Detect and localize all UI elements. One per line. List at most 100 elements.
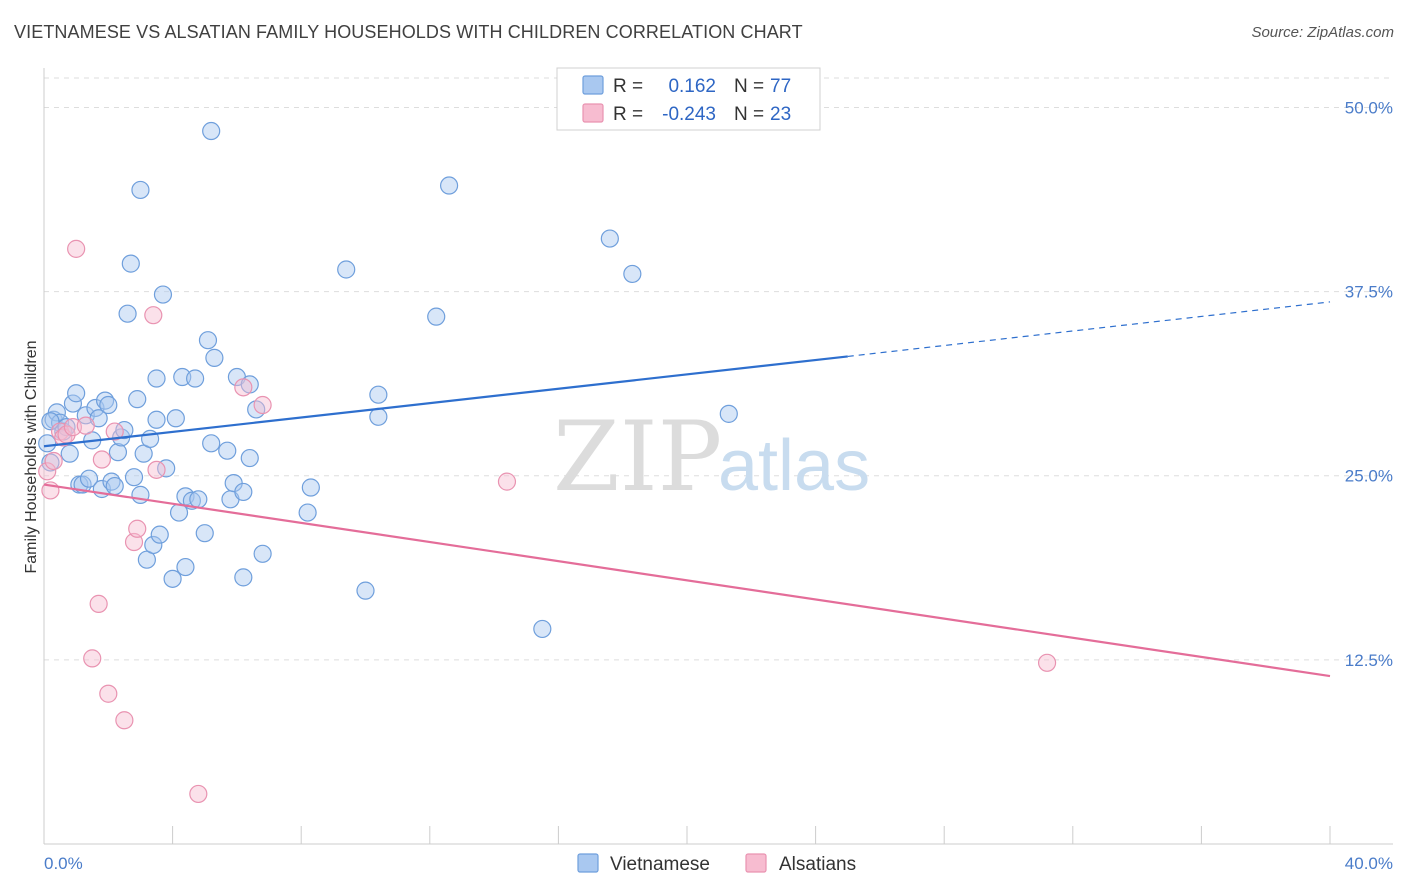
alsatian-point-17 bbox=[144, 306, 163, 325]
vietnamese-point-36 bbox=[147, 369, 166, 388]
vietnamese-point-21 bbox=[105, 476, 124, 496]
vietnamese-point-7 bbox=[60, 444, 79, 463]
legend-swatch-vietnamese bbox=[582, 75, 604, 95]
alsatian-point-7 bbox=[67, 239, 86, 258]
bottom-legend-label-alsatians: Alsatians bbox=[779, 854, 856, 875]
alsatian-point-14 bbox=[115, 711, 134, 730]
vietnamese-point-68 bbox=[369, 385, 388, 404]
vietnamese-point-13 bbox=[79, 469, 99, 488]
chart-source: Source: ZipAtlas.com bbox=[1251, 24, 1394, 41]
vietnamese-point-48 bbox=[189, 490, 208, 509]
alsatian-point-12 bbox=[99, 684, 118, 703]
vietnamese-point-75 bbox=[719, 404, 738, 423]
alsatian-trend-line bbox=[43, 483, 1331, 678]
legend-r-label-1: R = bbox=[613, 104, 643, 125]
y-tick-label-2: 37.5% bbox=[1345, 283, 1393, 302]
vietnamese-point-64 bbox=[298, 503, 317, 522]
vietnamese-point-47 bbox=[186, 369, 205, 388]
watermark-atlas: atlas bbox=[718, 426, 870, 506]
vietnamese-point-71 bbox=[439, 176, 459, 195]
legend-swatch-alsatians bbox=[582, 103, 604, 123]
bottom-legend-swatch-alsatians bbox=[745, 853, 767, 873]
vietnamese-point-35 bbox=[147, 410, 166, 429]
vietnamese-point-70 bbox=[427, 307, 446, 326]
bottom-legend: Vietnamese Alsatians bbox=[577, 853, 856, 875]
vietnamese-point-66 bbox=[337, 260, 356, 279]
vietnamese-point-39 bbox=[157, 459, 176, 478]
vietnamese-point-38 bbox=[153, 285, 173, 304]
vietnamese-point-54 bbox=[218, 441, 237, 460]
y-tick-label-3: 50.0% bbox=[1345, 98, 1393, 117]
trend-lines bbox=[43, 301, 1331, 678]
alsatian-point-9 bbox=[83, 649, 102, 668]
y-tick-label-0: 12.5% bbox=[1345, 651, 1393, 670]
alsatian-point-10 bbox=[89, 594, 108, 613]
vietnamese-point-26 bbox=[121, 254, 140, 273]
y-tick-label-1: 25.0% bbox=[1345, 467, 1393, 486]
x-tick-label-min: 0.0% bbox=[44, 854, 83, 873]
vietnamese-point-40 bbox=[163, 569, 182, 588]
bottom-legend-swatch-vietnamese bbox=[577, 853, 599, 873]
vietnamese-trend-line bbox=[43, 355, 848, 448]
legend-r-value-0: 0.162 bbox=[668, 76, 716, 97]
vietnamese-point-59 bbox=[234, 568, 253, 587]
vietnamese-point-53 bbox=[205, 348, 224, 367]
watermark-zip: ZIP bbox=[553, 401, 722, 513]
vietnamese-point-25 bbox=[118, 304, 137, 323]
vietnamese-point-0 bbox=[38, 434, 57, 453]
vietnamese-point-8 bbox=[63, 394, 83, 413]
vietnamese-point-72 bbox=[533, 619, 552, 639]
vietnamese-point-73 bbox=[600, 229, 619, 248]
alsatian-point-2 bbox=[44, 451, 63, 471]
vietnamese-point-19 bbox=[99, 395, 118, 415]
legend-n-value-1: 23 bbox=[770, 104, 791, 125]
alsatian-point-23 bbox=[1037, 653, 1057, 672]
chart-title: VIETNAMESE VS ALSATIAN FAMILY HOUSEHOLDS… bbox=[14, 22, 803, 42]
vietnamese-point-67 bbox=[356, 581, 375, 600]
vietnamese-point-63 bbox=[253, 544, 272, 563]
vietnamese-trend-extension bbox=[847, 301, 1331, 358]
vietnamese-point-74 bbox=[623, 264, 642, 284]
vietnamese-point-37 bbox=[150, 525, 169, 544]
vietnamese-point-49 bbox=[195, 524, 214, 543]
alsatian-point-8 bbox=[76, 416, 95, 435]
y-axis-label: Family Households with Children bbox=[23, 341, 40, 574]
vietnamese-point-9 bbox=[67, 384, 86, 403]
alsatian-point-22 bbox=[497, 472, 517, 491]
vietnamese-point-44 bbox=[176, 557, 195, 577]
alsatian-point-16 bbox=[128, 519, 147, 538]
y-tick-labels: 12.5% 25.0% 37.5% 50.0% bbox=[1345, 98, 1393, 669]
alsatian-point-18 bbox=[147, 460, 166, 479]
vietnamese-point-41 bbox=[166, 409, 185, 428]
vietnamese-point-60 bbox=[240, 448, 259, 468]
legend-n-label-1: N = bbox=[734, 104, 764, 125]
vietnamese-point-52 bbox=[202, 121, 221, 141]
alsatian-point-21 bbox=[253, 395, 272, 415]
alsatian-point-13 bbox=[105, 422, 124, 441]
axes bbox=[43, 68, 1393, 845]
vietnamese-point-27 bbox=[124, 468, 144, 487]
vietnamese-point-28 bbox=[128, 390, 147, 409]
vietnamese-point-22 bbox=[108, 443, 128, 462]
vietnamese-point-58 bbox=[234, 482, 253, 502]
bottom-legend-label-vietnamese: Vietnamese bbox=[610, 854, 710, 875]
alsatian-point-19 bbox=[189, 784, 208, 804]
alsatian-point-0 bbox=[38, 462, 57, 481]
vietnamese-point-51 bbox=[202, 434, 221, 453]
vietnamese-point-24 bbox=[115, 420, 134, 440]
legend-n-label-0: N = bbox=[734, 76, 764, 97]
legend-r-value-1: -0.243 bbox=[662, 104, 716, 125]
legend-r-label-0: R = bbox=[613, 76, 643, 97]
legend-n-value-0: 77 bbox=[770, 76, 791, 97]
vietnamese-point-69 bbox=[369, 407, 388, 426]
vietnamese-point-50 bbox=[198, 331, 218, 350]
vietnamese-point-34 bbox=[144, 535, 163, 555]
legend-box: R = 0.162 N = 77 R = -0.243 N = 23 bbox=[556, 67, 821, 131]
x-tick-label-max: 40.0% bbox=[1345, 854, 1393, 873]
vietnamese-point-30 bbox=[131, 180, 150, 200]
alsatian-point-11 bbox=[92, 450, 111, 469]
alsatian-points bbox=[38, 239, 1057, 804]
vietnamese-point-65 bbox=[301, 478, 320, 497]
alsatian-point-20 bbox=[234, 378, 253, 397]
